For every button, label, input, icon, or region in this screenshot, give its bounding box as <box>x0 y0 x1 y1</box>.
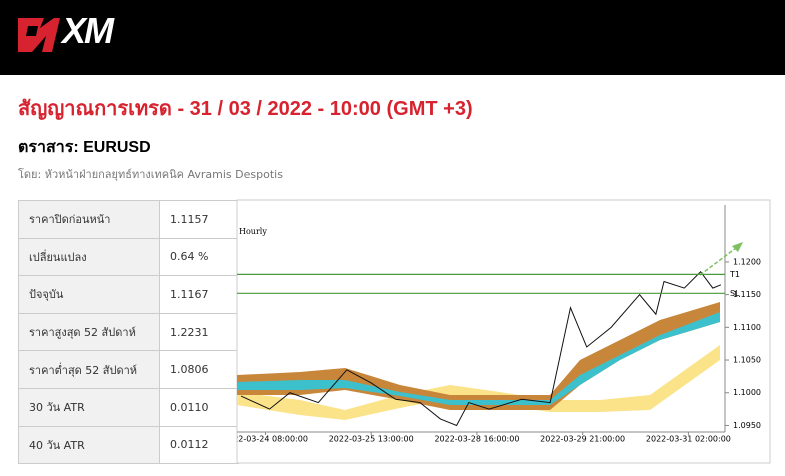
x-tick-label: 2022-03-31 02:00:00 <box>646 435 731 444</box>
y-tick-label: 1.1150 <box>733 290 761 299</box>
price-line <box>240 270 722 427</box>
plot: 2022-03-24 08:00:00 2022-03-25 13:00:00 20… <box>223 270 731 444</box>
header: XM <box>0 0 785 75</box>
x-tick-label: 2022-03-29 21:00:00 <box>540 435 625 444</box>
level-label: SL <box>730 289 740 298</box>
x-tick-label: 2022-03-24 08:00:00 <box>223 435 308 444</box>
author: โดย: หัวหน้าฝ่ายกลยุทธ์ทางเทคนิค Avramis… <box>18 168 283 181</box>
y-tick-label: 1.1200 <box>733 257 761 266</box>
cell: ราคาสูงสุด 52 สัปดาห์ <box>18 312 160 352</box>
chart-frame <box>236 199 771 464</box>
cell: 1.2231 <box>159 312 239 352</box>
chart-title: Hourly <box>239 227 267 236</box>
cell: 0.0110 <box>159 387 239 427</box>
title: สัญญาณการเทรด - 31 / 03 / 2022 - 10:00 (… <box>18 98 473 120</box>
level-label: T1 <box>729 270 740 279</box>
y-tick-label: 1.0950 <box>733 421 761 430</box>
cell: ราคาต่ำสุด 52 สัปดาห์ <box>18 350 160 389</box>
arrow-head <box>732 242 743 252</box>
cell: ปัจจุบัน <box>18 275 160 314</box>
cell: 40 วัน ATR <box>18 425 160 465</box>
y-tick-label: 1.1050 <box>733 356 761 365</box>
band <box>237 345 720 420</box>
x-tick-label: 2022-03-28 16:00:00 <box>434 435 519 444</box>
cell: 0.0112 <box>159 425 239 465</box>
cell: เปลี่ยนแปลง <box>18 237 160 277</box>
logo-icon <box>18 18 60 52</box>
cell: 1.1167 <box>159 275 239 314</box>
instrument: ตราสาร: EURUSD <box>18 139 151 156</box>
cell: ราคาปิดก่อนหน้า <box>18 200 160 239</box>
cell: 30 วัน ATR <box>18 387 160 427</box>
forecast-arrow <box>699 244 741 276</box>
logo[interactable]: XM <box>62 10 114 51</box>
cell: 1.1157 <box>159 200 239 239</box>
x-tick-label: 2022-03-25 13:00:00 <box>329 435 414 444</box>
y-tick-label: 1.1000 <box>733 388 761 397</box>
y-tick-label: 1.1100 <box>733 323 761 332</box>
stats-table: ราคาปิดก่อนหน้า 1.1157 เปลี่ยนแปลง 0.64 % … <box>18 200 239 465</box>
